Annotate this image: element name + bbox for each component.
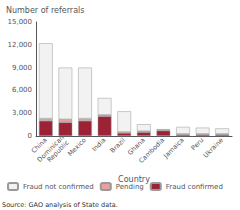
svg-text:Mexico: Mexico xyxy=(66,136,88,158)
svg-text:Ghana: Ghana xyxy=(126,136,147,157)
svg-text:3,000: 3,000 xyxy=(12,109,32,117)
svg-text:Dominican: Dominican xyxy=(35,133,66,164)
svg-text:Brazil: Brazil xyxy=(109,136,128,155)
svg-text:12,000: 12,000 xyxy=(8,41,33,49)
svg-text:15,000: 15,000 xyxy=(8,18,33,26)
svg-text:India: India xyxy=(91,136,108,153)
svg-text:Number of referrals: Number of referrals xyxy=(6,6,84,15)
svg-text:Pending: Pending xyxy=(116,183,144,191)
svg-text:Fraud not confirmed: Fraud not confirmed xyxy=(23,183,94,191)
svg-text:9,000: 9,000 xyxy=(12,64,32,72)
svg-text:Country: Country xyxy=(118,175,150,184)
svg-text:Fraud confirmed: Fraud confirmed xyxy=(166,183,223,191)
svg-text:China: China xyxy=(29,136,49,155)
svg-text:6,000: 6,000 xyxy=(12,86,32,94)
svg-text:Source: GAO analysis of State: Source: GAO analysis of State data. xyxy=(2,201,118,209)
svg-text:Jamaica: Jamaica xyxy=(161,136,185,160)
svg-text:Republic: Republic xyxy=(45,138,71,164)
svg-text:Peru: Peru xyxy=(190,136,206,152)
svg-text:Cambodia: Cambodia xyxy=(137,136,166,165)
svg-text:Ukraine: Ukraine xyxy=(202,136,225,159)
svg-text:0: 0 xyxy=(28,132,32,140)
